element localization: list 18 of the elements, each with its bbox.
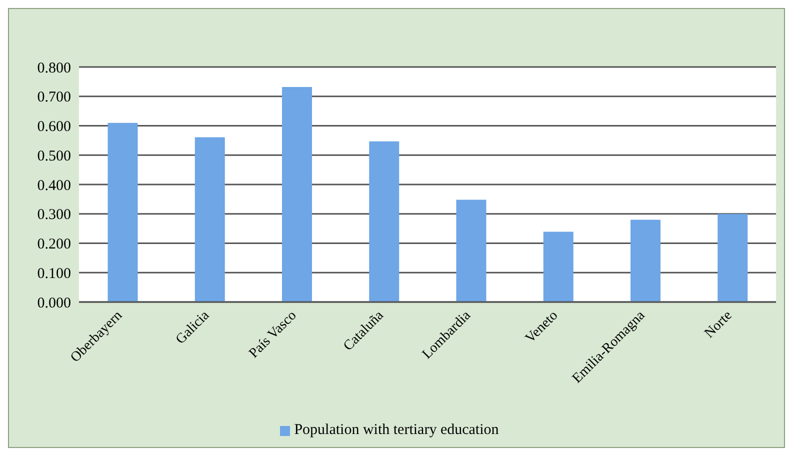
y-tick-label: 0.000: [37, 295, 71, 312]
bar: [369, 141, 400, 302]
bar: [718, 214, 748, 302]
y-tick-label: 0.100: [37, 266, 71, 282]
y-tick-label: 0.500: [37, 148, 71, 164]
y-tick-label: 0.600: [37, 119, 71, 136]
bar: [108, 122, 138, 302]
bar: [630, 220, 660, 302]
y-tick-label: 0.300: [37, 207, 71, 224]
legend-label: Population with tertiary education: [294, 422, 499, 438]
bar: [543, 232, 574, 302]
y-tick-label: 0.700: [37, 90, 71, 106]
y-tick-label: 0.200: [37, 236, 71, 253]
y-tick-label: 0.800: [37, 60, 71, 76]
bar: [456, 200, 486, 302]
bar: [282, 86, 312, 302]
y-tick-label: 0.400: [37, 178, 71, 194]
bar: [194, 137, 225, 302]
